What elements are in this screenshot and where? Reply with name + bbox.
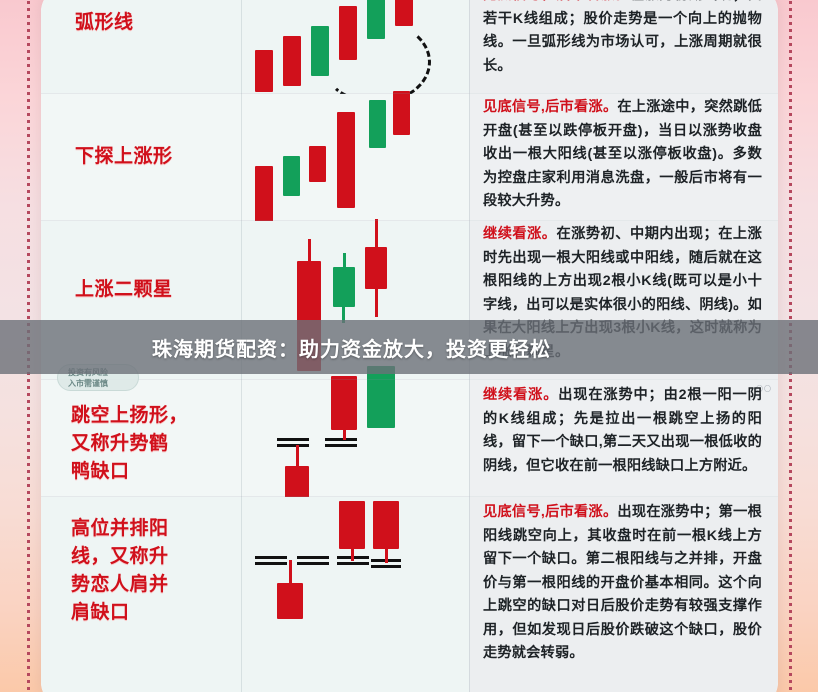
candle-bullish bbox=[331, 376, 357, 440]
candle-star-lower-wick bbox=[342, 305, 345, 323]
pattern-highlight: 继续看涨。 bbox=[483, 387, 559, 403]
row-title-pane: 弧形线 bbox=[41, 0, 241, 93]
row-description-pane: 见底信号,后市看涨。在上涨途中，突然跳低开盘(甚至以跌停板开盘)，当日以涨势收盘… bbox=[469, 94, 778, 220]
pattern-title: 上涨二颗星 bbox=[75, 279, 173, 300]
row-chart-pane bbox=[241, 366, 469, 499]
candle-bearish bbox=[369, 100, 386, 148]
pattern-rows: 弧形线 〇〇 见底信号，后市看涨。在涨势初期出现；由若干K线组成；股价走势是一个… bbox=[41, 0, 778, 692]
row-title-pane: 下探上涨形 bbox=[41, 94, 241, 220]
arc-trendline bbox=[321, 20, 431, 104]
gap-marker bbox=[277, 438, 309, 447]
candle-bullish bbox=[309, 146, 326, 182]
row-separator bbox=[41, 93, 778, 94]
candlestick-chart-arc-line bbox=[241, 0, 469, 104]
pattern-description-text: 在涨势初期出现；由若干K线组成；股价走势是一个向上的抛物线。一旦弧形线为市场认可… bbox=[483, 0, 762, 74]
candlestick-chart-dip-then-rise bbox=[241, 91, 469, 222]
candle-bullish bbox=[285, 445, 309, 499]
pattern-row-gap-up-crane-duck: 跳空上扬形， 又称升势鹤 鸭缺口 bbox=[41, 366, 778, 499]
pattern-description-text: 出现在涨势中；第一根阳线跳空向上，其收盘时在前一根K线上方留下一个缺口。第二根阳… bbox=[483, 504, 762, 661]
row-description-pane: 〇〇 见底信号，后市看涨。在涨势初期出现；由若干K线组成；股价走势是一个向上的抛… bbox=[469, 0, 778, 93]
candle-bullish bbox=[373, 501, 399, 563]
candle-bullish-large bbox=[337, 112, 355, 208]
candle-bullish bbox=[255, 166, 273, 222]
row-description-pane: 见底信号,后市看涨。出现在涨势中；第一根阳线跳空向上，其收盘时在前一根K线上方留… bbox=[469, 497, 778, 692]
row-separator bbox=[41, 220, 778, 221]
pattern-highlight: 见底信号,后市看涨。 bbox=[483, 99, 618, 115]
gap-marker bbox=[255, 556, 287, 565]
pattern-description-text: 在上涨途中，突然跳低开盘(甚至以跌停板开盘)，当日以涨势收盘收出一根大阳线(甚至… bbox=[483, 99, 762, 209]
pattern-row-side-by-side-white-lines: 高位并排阳 线，又称升 势恋人肩并 肩缺口 bbox=[41, 497, 778, 692]
row-description-pane: 〇〇 继续看涨。出现在涨势中；由2根一阳一阴的K线组成；先是拉出一根跳空上扬的阳… bbox=[469, 380, 778, 496]
candle-bearish bbox=[367, 366, 395, 428]
overlay-banner: 珠海期货配资：助力资金放大，投资更轻松 bbox=[0, 320, 818, 374]
pattern-description: 继续看涨。出现在涨势中；由2根一阳一阴的K线组成；先是拉出一根跳空上扬的阳线，留… bbox=[483, 384, 762, 478]
candle-bullish bbox=[339, 501, 365, 561]
candle-bullish bbox=[393, 91, 410, 135]
candle-bullish bbox=[395, 0, 413, 26]
candle-bullish bbox=[277, 560, 303, 619]
overlay-banner-text: 珠海期货配资：助力资金放大，投资更轻松 bbox=[152, 338, 551, 361]
candlestick-chart-gap-up bbox=[241, 366, 469, 499]
pattern-row-arc-line: 弧形线 〇〇 见底信号，后市看涨。在涨势初期出现；由若干K线组成；股价走势是一个… bbox=[41, 0, 778, 104]
pattern-highlight: 见底信号，后市看涨。 bbox=[483, 0, 630, 3]
pattern-description-text: 出现在涨势中；由2根一阳一阴的K线组成；先是拉出一根跳空上扬的阳线，留下一个缺口… bbox=[483, 387, 762, 474]
pattern-highlight: 继续看涨。 bbox=[483, 226, 557, 242]
pattern-title: 跳空上扬形， 又称升势鹤 鸭缺口 bbox=[71, 405, 189, 482]
candlestick-chart-side-by-side bbox=[241, 497, 469, 692]
row-chart-pane bbox=[241, 0, 469, 104]
pattern-row-dip-then-rise: 下探上涨形 见底信号,后市看涨。在上涨途中，突然跳低开盘(甚至以跌停板开盘)，当… bbox=[41, 91, 778, 222]
row-title-pane: 跳空上扬形， 又称升势鹤 鸭缺口 bbox=[41, 380, 241, 496]
candle-star-bearish bbox=[333, 253, 355, 307]
watermark: 〇〇 bbox=[756, 386, 772, 393]
pattern-description: 见底信号,后市看涨。出现在涨势中；第一根阳线跳空向上，其收盘时在前一根K线上方留… bbox=[483, 501, 762, 666]
gap-marker bbox=[325, 438, 357, 447]
pattern-description: 见底信号,后市看涨。在上涨途中，突然跳低开盘(甚至以跌停板开盘)，当日以涨势收盘… bbox=[483, 96, 762, 214]
candle-star-bullish bbox=[365, 219, 387, 317]
row-title-pane: 高位并排阳 线，又称升 势恋人肩并 肩缺口 bbox=[41, 497, 241, 692]
pattern-title: 弧形线 bbox=[75, 12, 134, 33]
candle-bullish bbox=[255, 50, 273, 92]
candle-bullish bbox=[283, 36, 301, 86]
candle-bearish bbox=[283, 156, 300, 196]
gap-marker bbox=[297, 556, 329, 565]
row-chart-pane bbox=[241, 497, 469, 692]
pattern-highlight: 见底信号,后市看涨。 bbox=[483, 504, 618, 520]
row-separator bbox=[41, 379, 778, 380]
pattern-description: 见底信号，后市看涨。在涨势初期出现；由若干K线组成；股价走势是一个向上的抛物线。… bbox=[483, 0, 762, 78]
pattern-title: 下探上涨形 bbox=[75, 146, 173, 167]
row-separator bbox=[41, 496, 778, 497]
row-chart-pane bbox=[241, 91, 469, 222]
pattern-title: 高位并排阳 线，又称升 势恋人肩并 肩缺口 bbox=[71, 518, 169, 623]
